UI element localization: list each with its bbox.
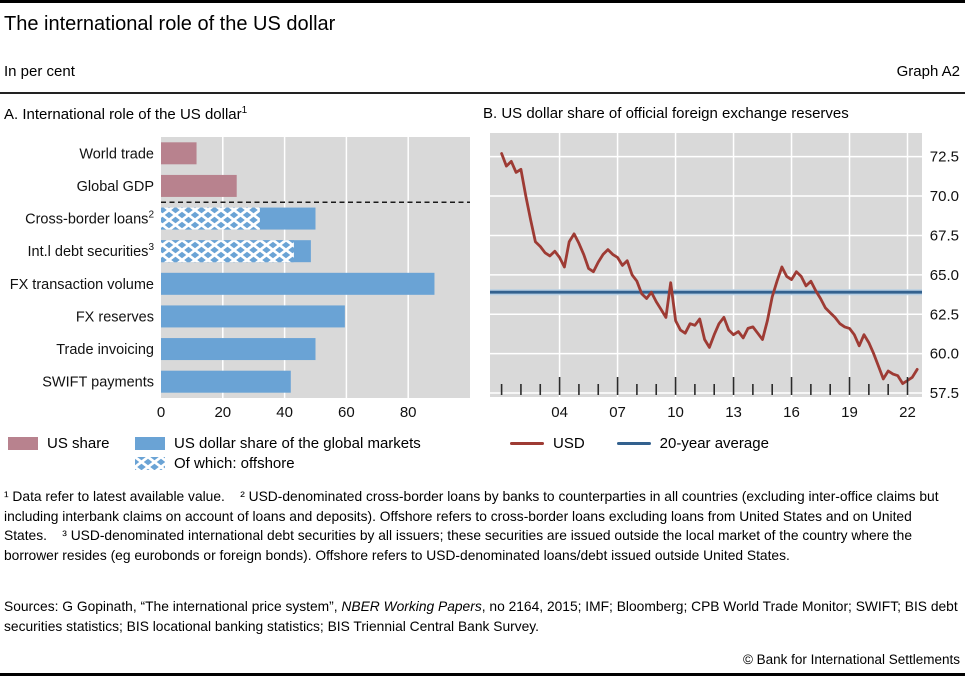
y-tick-label-60: 60.0 (930, 346, 959, 363)
bar-usd-share-5 (161, 305, 345, 328)
category-label-6: Trade invoicing (56, 342, 154, 358)
average-line-swatch (616, 441, 651, 445)
x-tick-label-2019: 19 (841, 404, 858, 421)
category-label-1: Global GDP (77, 179, 154, 195)
sources-line: Sources: G Gopinath, “The international … (4, 597, 961, 636)
bar-offshore-3 (161, 240, 294, 263)
hatch-swatch-rect (135, 456, 165, 470)
category-label-0: World trade (79, 146, 154, 162)
units-label: In per cent (4, 63, 75, 80)
legend-label-average: 20-year average (659, 434, 769, 452)
footnotes: ¹ Data refer to latest available value. … (4, 489, 939, 563)
category-label-7: SWIFT payments (42, 375, 154, 391)
line-chart-fx-reserves: 04 07 10 13 16 19 22 57.5 60.0 62.5 65.0 67.5 70.0 72… (490, 133, 959, 421)
legend-label-us-share: US share (47, 434, 110, 452)
plot-area (490, 133, 922, 397)
legend-item-usd: USD (510, 434, 585, 452)
us-share-swatch (8, 436, 38, 450)
category-label-5: FX reserves (76, 309, 154, 325)
bottom-rule (0, 673, 965, 676)
legend-label-offshore: Of which: offshore (174, 454, 295, 472)
legend-label-usd: USD (553, 434, 585, 452)
legend-item-us-share: US share (8, 434, 135, 452)
category-label-3: Int.l debt securities3 (28, 242, 155, 260)
y-tick-label-72.5: 72.5 (930, 149, 959, 166)
x-tick-label-20: 20 (214, 404, 231, 421)
category-label-2: Cross-border loans2 (25, 210, 154, 228)
x-tick-label-80: 80 (400, 404, 417, 421)
panel-b-title: B. US dollar share of official foreign e… (483, 105, 849, 122)
category-label-4: FX transaction volume (10, 277, 154, 293)
bar-usd-share-7 (161, 370, 291, 393)
legend-item-average: 20-year average (616, 434, 769, 452)
offshore-hatch-swatch-graphic (135, 456, 165, 470)
usd-line-swatch (510, 441, 544, 445)
legend-item-usd-share-global-markets: US dollar share of the global markets (135, 434, 421, 452)
panel-a-title-footnote-marker: 1 (241, 105, 248, 116)
legend-item-offshore: Of which: offshore (135, 454, 421, 472)
x-tick-label-0: 0 (157, 404, 165, 421)
bar-us-share-1 (161, 174, 237, 197)
header-divider (0, 92, 965, 94)
copyright-notice: © Bank for International Settlements (742, 652, 960, 667)
panel-a-title: A. International role of the US dollar1 (4, 105, 247, 123)
sources-prefix: Sources: G Gopinath, “The international … (4, 599, 342, 614)
y-tick-label-57.5: 57.5 (930, 385, 959, 402)
x-tick-label-40: 40 (276, 404, 293, 421)
y-tick-label-67.5: 67.5 (930, 227, 959, 244)
top-rule (0, 0, 965, 3)
bar-chart-international-role: World trade Global GDP Cross-border loans2… (10, 137, 470, 421)
x-tick-label-2010: 10 (667, 404, 684, 421)
x-tick-label-60: 60 (338, 404, 355, 421)
panel-a-title-text: A. International role of the US dollar (4, 106, 242, 123)
offshore-hatch-swatch (135, 456, 165, 470)
sources-italic: NBER Working Papers (341, 599, 482, 614)
panel-b-legend: USD 20-year average (510, 434, 769, 452)
x-tick-label-2016: 16 (783, 404, 800, 421)
y-tick-label-70: 70.0 (930, 188, 959, 205)
sources-suffix: , no 2164, 2015; IMF; Bloomberg; CPB Wor… (4, 599, 958, 634)
panel-a-legend: US share US dollar share of the global m… (8, 434, 421, 472)
usd-line (500, 152, 919, 385)
usd-share-swatch (135, 436, 165, 450)
bar-usd-share-4 (161, 272, 435, 295)
panel-b-title-text: B. US dollar share of official foreign e… (483, 105, 849, 122)
y-tick-label-62.5: 62.5 (930, 306, 959, 323)
x-tick-label-2007: 07 (609, 404, 626, 421)
bar-usd-share-6 (161, 338, 316, 361)
bar-offshore-2 (161, 207, 260, 230)
x-tick-label-2022: 22 (899, 404, 916, 421)
y-tick-label-65: 65.0 (930, 267, 959, 284)
x-tick-label-2004: 04 (551, 404, 568, 421)
legend-label-usd-share: US dollar share of the global markets (174, 434, 421, 452)
x-tick-label-2013: 13 (725, 404, 742, 421)
bar-us-share-0 (161, 142, 197, 165)
graph-number: Graph A2 (896, 63, 960, 80)
page-title: The international role of the US dollar (4, 13, 336, 35)
